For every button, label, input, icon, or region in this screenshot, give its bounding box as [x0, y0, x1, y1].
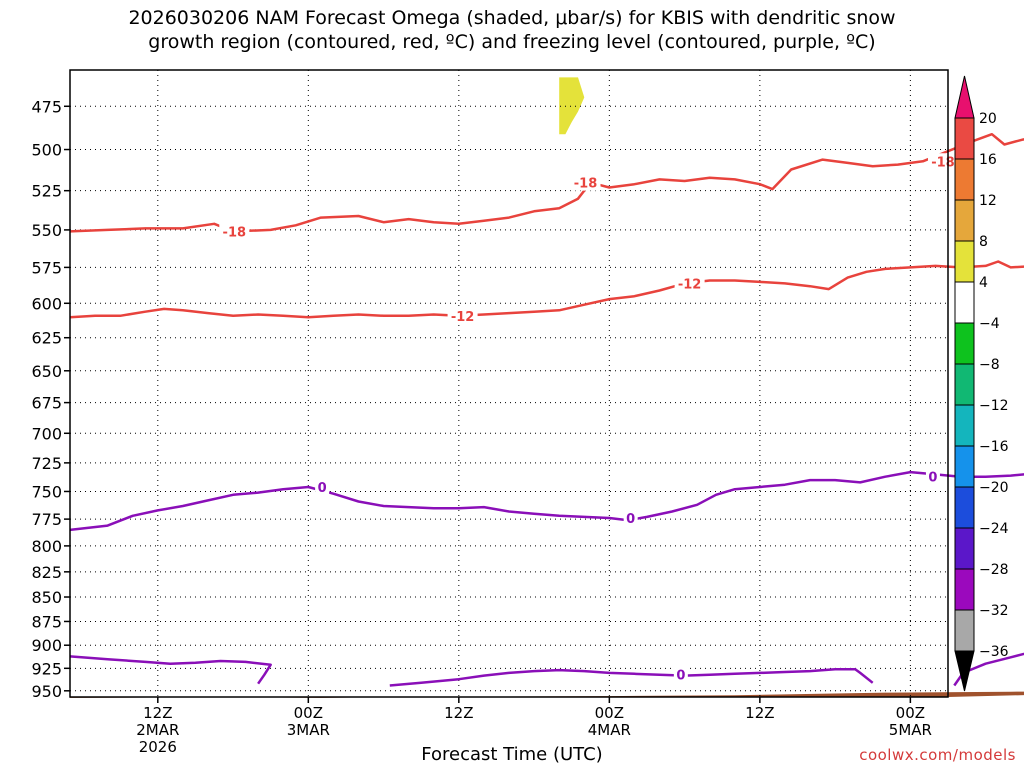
x-tick-label: 2MAR	[136, 721, 179, 739]
x-tick-label: 4MAR	[588, 721, 631, 739]
y-tick-label: 900	[31, 636, 62, 655]
y-tick-label: 825	[31, 563, 62, 582]
chart-title: 2026030206 NAM Forecast Omega (shaded, μ…	[128, 7, 896, 53]
x-tick-label: 00Z	[595, 704, 624, 722]
contour-label: -18	[931, 155, 955, 170]
x-tick-label: 2026	[139, 738, 177, 756]
contour-label: 0	[676, 669, 685, 684]
contour-freezing-2	[69, 470, 1024, 532]
contour-label-bg	[674, 275, 705, 292]
x-tick-label: 00Z	[294, 704, 323, 722]
contour-freezing-4	[389, 667, 874, 687]
colorbar-tick-label: −28	[979, 562, 1009, 578]
contour-label: -18	[223, 225, 247, 240]
colorbar-segment	[954, 363, 975, 406]
colorbar-tick-label: −16	[979, 439, 1009, 455]
colorbar-bottom-arrow	[954, 650, 975, 692]
omega-shading	[559, 77, 585, 135]
colorbar-segment	[954, 117, 975, 160]
contour-label-bg	[673, 666, 688, 683]
y-tick-label: 600	[31, 294, 62, 313]
y-tick-label: 525	[31, 182, 62, 201]
colorbar-segment	[954, 445, 975, 488]
contour-label-bg	[219, 223, 250, 240]
y-tick-label: 550	[31, 221, 62, 240]
x-tick-label: 00Z	[896, 704, 925, 722]
contour-freezing-3	[69, 655, 272, 685]
colorbar-segment	[954, 281, 975, 324]
y-tick-label: 775	[31, 510, 62, 529]
credit-link[interactable]: coolwx.com/models	[859, 746, 1016, 764]
contour-label-bg	[447, 307, 478, 324]
contour-label: 0	[318, 481, 327, 496]
colorbar-tick-label: −8	[979, 357, 1000, 373]
y-axis: 475 500 525 550 575 600 625 650 675 700 725 750 775 8…	[31, 97, 70, 701]
y-tick-label: 575	[31, 258, 62, 277]
x-axis-label: Forecast Time (UTC)	[421, 744, 603, 765]
contour-label-bg	[623, 510, 638, 527]
y-tick-label: 850	[31, 588, 62, 607]
y-tick-label: 675	[31, 394, 62, 413]
x-tick-label: 12Z	[745, 704, 774, 722]
contour-lines	[69, 132, 1024, 687]
colorbar-tick-label: 20	[979, 111, 997, 127]
colorbar-segment	[954, 568, 975, 611]
y-tick-label: 950	[31, 682, 62, 701]
y-tick-label: 925	[31, 659, 62, 678]
colorbar-tick-label: −36	[979, 644, 1009, 660]
contour-label-bg	[927, 153, 958, 170]
colorbar-tick-label: 12	[979, 193, 997, 209]
contour-label: 0	[928, 471, 937, 486]
contour-label: 0	[626, 512, 635, 527]
contour-freezing-5	[953, 652, 1024, 687]
colorbar-top-arrow	[954, 75, 975, 119]
y-tick-label: 700	[31, 424, 62, 443]
colorbar-tick-label: 8	[979, 234, 988, 250]
contour-label: -18	[574, 177, 598, 192]
contour-label: -12	[678, 277, 702, 292]
y-tick-label: 650	[31, 362, 62, 381]
x-axis: 12Z2MAR202600Z3MAR12Z00Z4MAR12Z00Z5MAR12…	[136, 697, 932, 756]
colorbar-segment	[954, 527, 975, 570]
x-tick-label: 12Z	[444, 704, 473, 722]
contour-dendritic-1	[69, 260, 1024, 319]
plot-frame	[69, 69, 949, 698]
y-tick-label: 475	[31, 97, 62, 116]
colorbar-segment	[954, 158, 975, 201]
colorbar-segment	[954, 240, 975, 283]
contour-label-bg	[570, 174, 601, 191]
y-tick-label: 750	[31, 482, 62, 501]
grid-lines	[70, 70, 948, 697]
y-tick-label: 500	[31, 141, 62, 160]
omega-shade-0	[559, 77, 585, 135]
colorbar-tick-label: −4	[979, 316, 1000, 332]
x-tick-label: 12Z	[143, 704, 172, 722]
colorbar-segment	[954, 322, 975, 365]
colorbar-tick-label: −32	[979, 603, 1009, 619]
colorbar-segment	[954, 609, 975, 652]
colorbar-segment	[954, 199, 975, 242]
y-tick-label: 800	[31, 537, 62, 556]
colorbar-segment	[954, 486, 975, 529]
y-tick-label: 875	[31, 612, 62, 631]
colorbar: 20 16 12 8 4 −4 −8 −12 −16 −20 −24 −28 −32 −36	[954, 75, 1009, 692]
colorbar-segment	[954, 404, 975, 447]
colorbar-tick-label: −20	[979, 480, 1009, 496]
y-tick-label: 725	[31, 454, 62, 473]
colorbar-tick-label: 4	[979, 275, 988, 291]
colorbar-tick-label: 16	[979, 152, 997, 168]
x-tick-label: 3MAR	[287, 721, 330, 739]
contour-label-bg	[315, 478, 330, 495]
y-tick-label: 625	[31, 329, 62, 348]
colorbar-tick-label: −12	[979, 398, 1009, 414]
contour-label-bg	[925, 468, 940, 485]
contour-dendritic-0	[69, 132, 1024, 233]
x-tick-label: 5MAR	[889, 721, 932, 739]
colorbar-tick-label: −24	[979, 521, 1009, 537]
contour-label: -12	[451, 310, 475, 325]
